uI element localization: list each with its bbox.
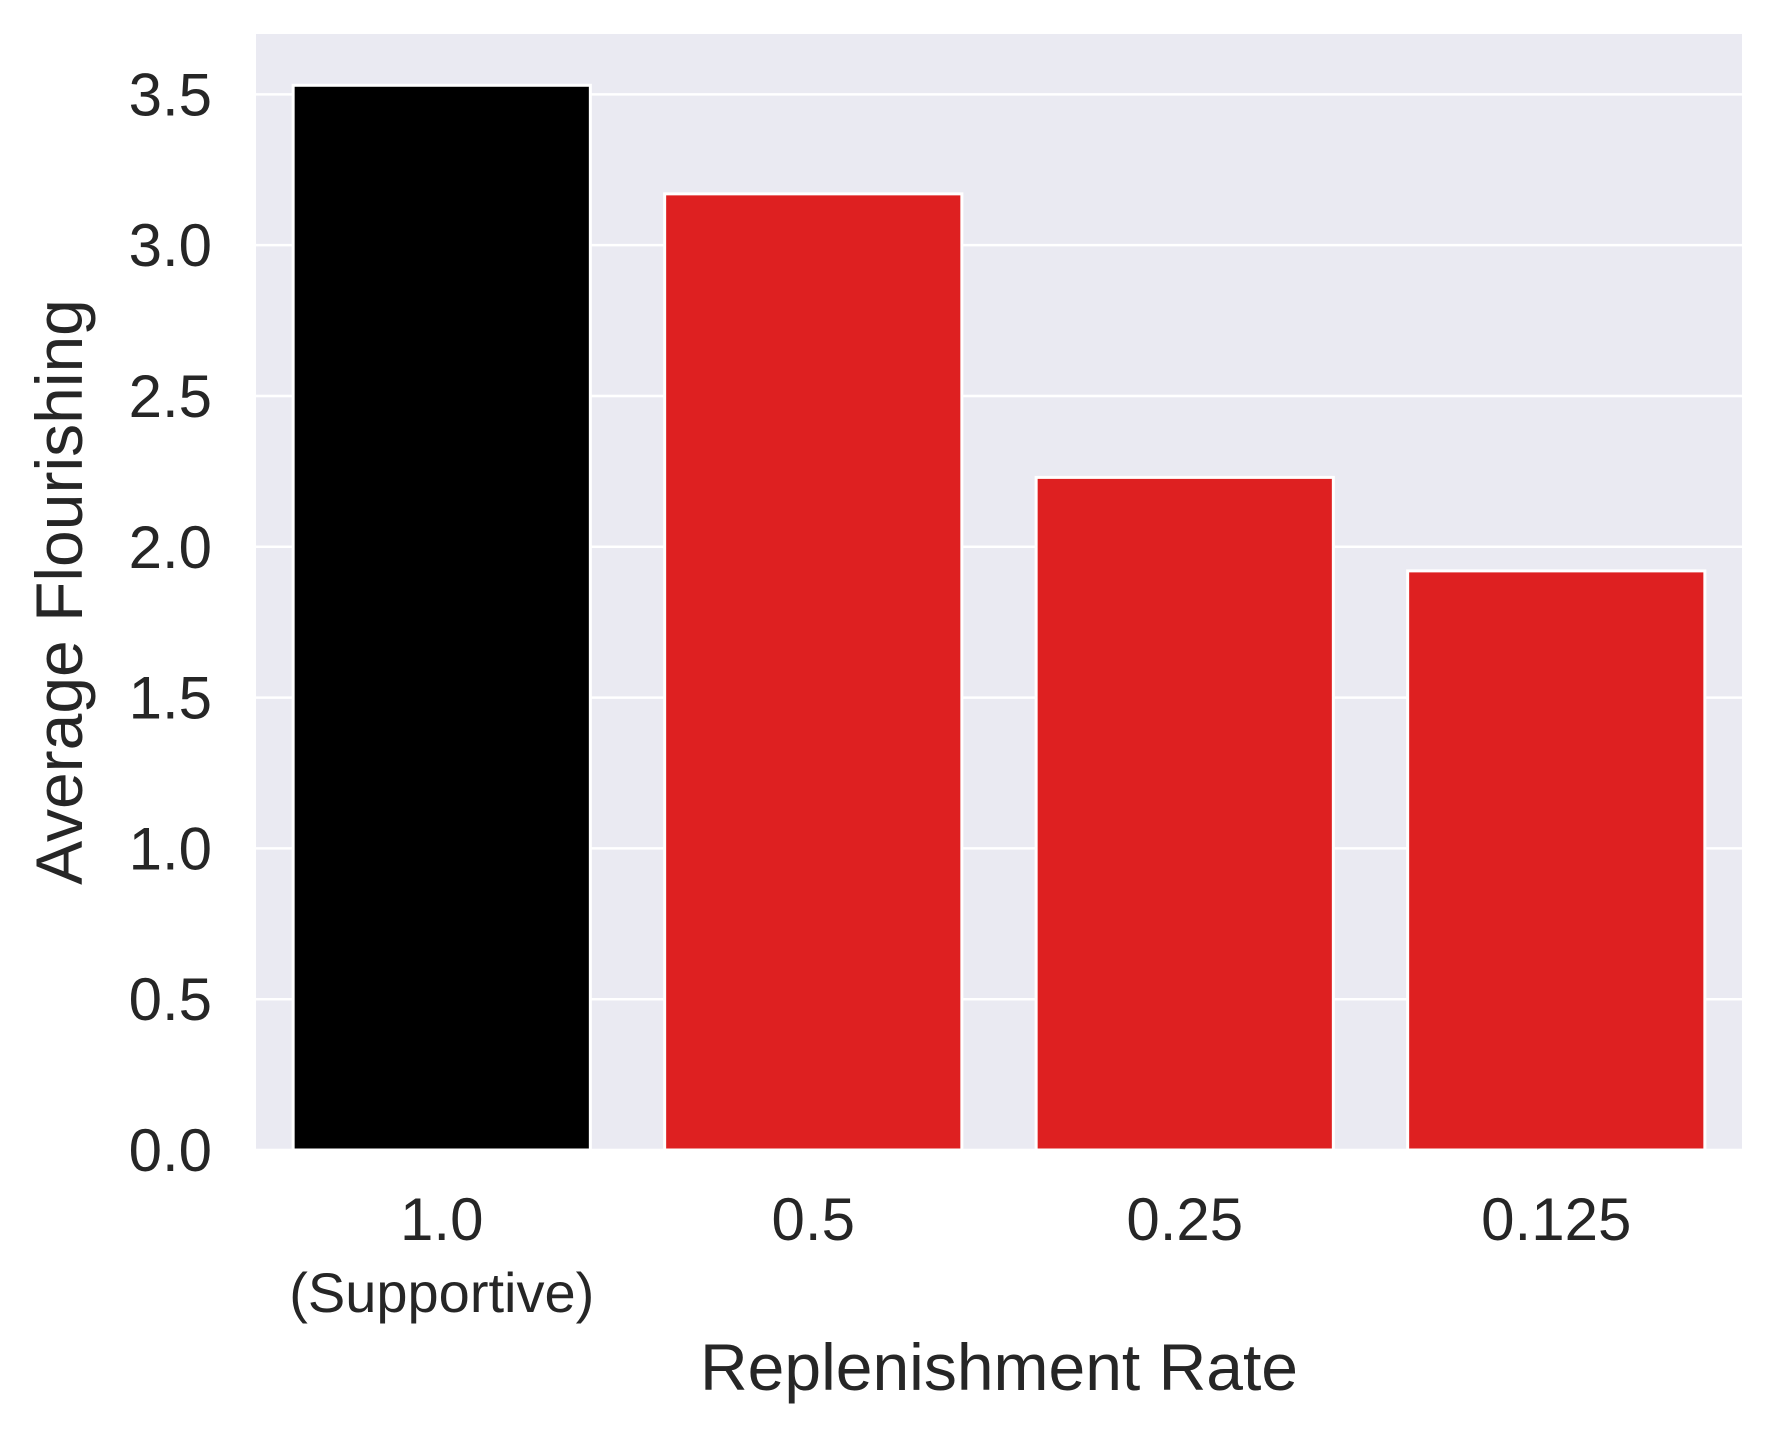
y-tick-label: 1.5 [129, 665, 212, 732]
bar-0-5 [663, 192, 964, 1152]
bar-0-25 [1034, 475, 1335, 1152]
x-tick-label: 1.0 [400, 1186, 483, 1253]
y-tick-label: 3.5 [129, 61, 212, 128]
y-tick-label: 0.5 [129, 966, 212, 1033]
x-tick-label: 0.125 [1481, 1186, 1631, 1253]
x-axis-title: Replenishment Rate [700, 1330, 1298, 1404]
y-tick-label: 1.0 [129, 815, 212, 882]
y-tick-label: 2.0 [129, 514, 212, 581]
y-tick-label: 3.0 [129, 212, 212, 279]
x-tick-sublabel: (Supportive) [289, 1261, 594, 1324]
y-tick-label: 2.5 [129, 363, 212, 430]
bar-1-0 [291, 83, 592, 1152]
y-tick-label: 0.0 [129, 1117, 212, 1184]
x-tick-labels: 1.0 (Supportive) 0.5 0.25 0.125 [289, 1186, 1631, 1324]
bar-0-125 [1406, 569, 1707, 1152]
x-tick-label: 0.5 [772, 1186, 855, 1253]
bars [291, 83, 1707, 1152]
y-tick-labels: 0.0 0.5 1.0 1.5 2.0 2.5 3.0 3.5 [129, 61, 212, 1184]
x-tick-label: 0.25 [1126, 1186, 1243, 1253]
y-axis-title: Average Flourishing [22, 299, 96, 885]
